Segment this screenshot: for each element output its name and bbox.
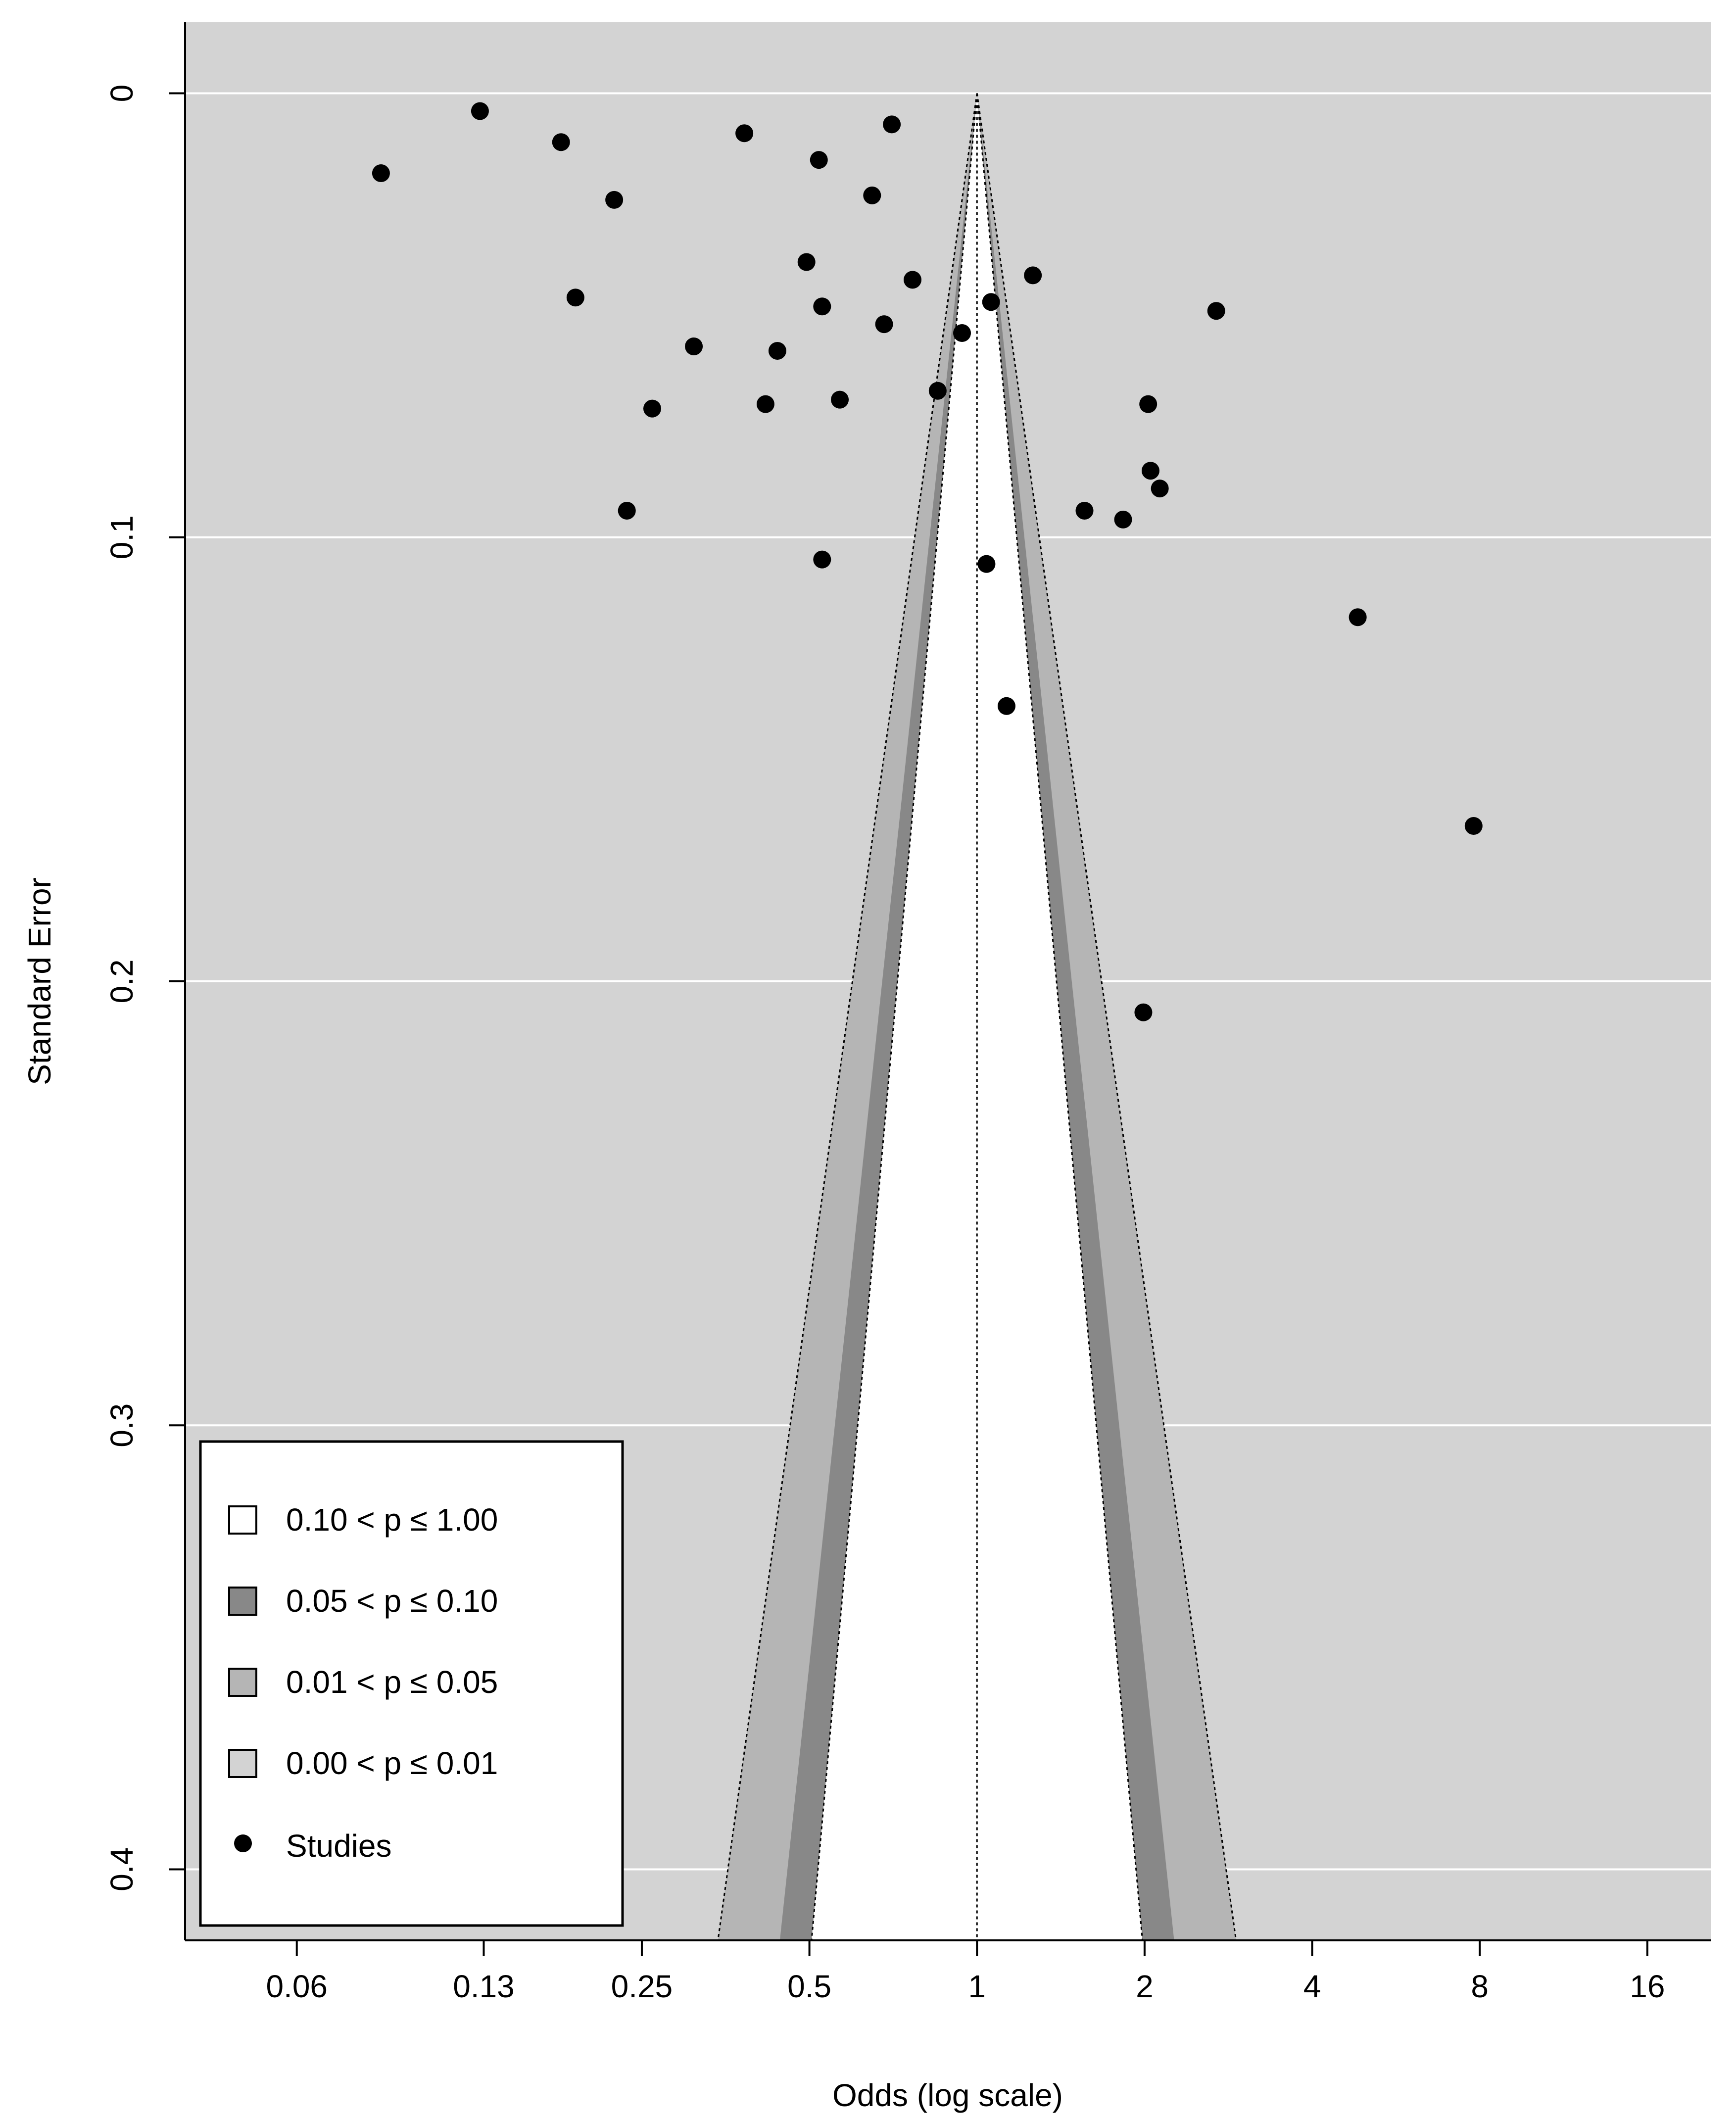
study-point-20 [928, 382, 947, 400]
y-tick-label-4: 0.4 [104, 1847, 140, 1891]
study-point-23 [982, 293, 1000, 311]
x-ticks: 0.06 0.13 0.25 0.5 1 2 4 8 16 [266, 1940, 1665, 2004]
x-tick-label-5: 2 [1136, 1969, 1154, 2004]
study-point-13 [813, 297, 831, 316]
contour-line-left-0 [811, 93, 978, 1941]
x-tick-label-4: 1 [968, 1969, 986, 2004]
study-point-3 [566, 289, 584, 307]
study-point-1 [471, 102, 489, 120]
study-point-2 [552, 133, 570, 151]
contour-line-right-2 [976, 93, 1237, 1941]
study-point-18 [883, 115, 901, 134]
x-tick-label-8: 16 [1630, 1969, 1665, 2004]
region-p-010-100 [811, 93, 1143, 1940]
legend-label-3: 0.01 < p ≤ 0.05 [286, 1664, 498, 1700]
x-axis-label: Odds (log scale) [832, 2077, 1063, 2113]
study-point-19 [904, 271, 922, 289]
study-point-12 [810, 151, 828, 169]
study-point-15 [831, 390, 849, 409]
study-point-4 [605, 191, 624, 209]
legend-swatch-3 [228, 1668, 257, 1697]
study-point-24 [997, 697, 1015, 715]
contour-line-right-0 [976, 93, 1144, 1941]
y-tick-label-0: 0 [104, 85, 140, 102]
study-point-31 [1151, 480, 1169, 498]
study-point-29 [1139, 395, 1157, 413]
contour-line-left-2 [717, 93, 978, 1941]
legend-swatch-4 [228, 1749, 257, 1778]
x-tick-label-2: 0.25 [611, 1969, 673, 2004]
legend-label-1: 0.10 < p ≤ 1.00 [286, 1502, 498, 1538]
study-point-10 [768, 341, 786, 360]
x-tick-label-0: 0.06 [266, 1969, 328, 2004]
study-point-26 [1075, 501, 1094, 520]
x-tick-label-6: 4 [1303, 1969, 1321, 2004]
study-point-7 [685, 337, 703, 355]
study-point-11 [797, 253, 816, 271]
study-point-33 [1349, 608, 1367, 626]
x-tick-label-1: 0.13 [453, 1969, 515, 2004]
legend-swatch-2 [228, 1587, 257, 1616]
study-point-14 [813, 550, 831, 569]
legend-label-5: Studies [286, 1828, 391, 1864]
y-tick-label-1: 0.1 [104, 515, 140, 559]
study-point-28 [1134, 1003, 1153, 1021]
study-point-17 [875, 315, 893, 334]
legend-swatch-1 [228, 1505, 257, 1535]
study-point-27 [1114, 510, 1132, 529]
y-ticks: 0 0.1 0.2 0.3 0.4 [104, 85, 185, 1891]
legend-label-4: 0.00 < p ≤ 0.01 [286, 1745, 498, 1781]
study-point-8 [735, 124, 754, 143]
study-point-9 [756, 395, 774, 413]
study-point-16 [863, 186, 881, 204]
x-tick-label-7: 8 [1471, 1969, 1489, 2004]
legend-label-2: 0.05 < p ≤ 0.10 [286, 1583, 498, 1619]
study-point-21 [953, 324, 971, 342]
study-point-25 [1024, 266, 1042, 285]
study-point-34 [1464, 817, 1483, 835]
y-axis-label: Standard Error [22, 877, 57, 1085]
legend-studies-marker [234, 1834, 252, 1852]
study-point-0 [372, 164, 390, 183]
study-point-5 [618, 501, 636, 520]
study-point-6 [643, 399, 661, 418]
legend-box [199, 1440, 624, 1927]
y-tick-label-3: 0.3 [104, 1403, 140, 1447]
y-tick-label-2: 0.2 [104, 960, 140, 1004]
axes: 0.06 0.13 0.25 0.5 1 2 4 8 16 0 0.1 0.2 0.3 0.4 Odds… [22, 22, 1711, 2113]
study-point-22 [977, 555, 996, 573]
study-point-32 [1207, 302, 1225, 320]
x-tick-label-3: 0.5 [787, 1969, 831, 2004]
study-point-30 [1141, 462, 1159, 480]
legend: 0.10 < p ≤ 1.00 0.05 < p ≤ 0.10 0.01 < p… [199, 1440, 624, 1927]
